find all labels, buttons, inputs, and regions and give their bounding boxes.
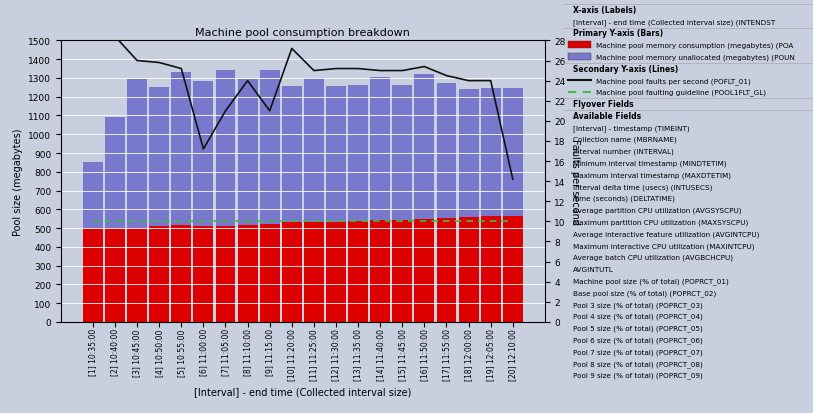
Bar bbox=[415, 220, 434, 322]
Bar bbox=[237, 226, 258, 322]
Text: Available Fields: Available Fields bbox=[573, 112, 641, 121]
Bar bbox=[259, 225, 280, 322]
Text: Pool 5 size (% of total) (POPRCT_05): Pool 5 size (% of total) (POPRCT_05) bbox=[573, 325, 703, 332]
Bar bbox=[282, 223, 302, 322]
Text: Machine pool size (% of total) (POPRCT_01): Machine pool size (% of total) (POPRCT_0… bbox=[573, 278, 729, 285]
Bar bbox=[105, 228, 125, 322]
Text: Time (seconds) (DELTATIME): Time (seconds) (DELTATIME) bbox=[573, 195, 676, 202]
Bar bbox=[127, 80, 147, 228]
Bar bbox=[237, 80, 258, 226]
Bar bbox=[127, 228, 147, 322]
Text: Maximum interactive CPU utilization (MAXINTCPU): Maximum interactive CPU utilization (MAX… bbox=[573, 242, 755, 249]
Bar bbox=[193, 227, 213, 322]
Text: Average partition CPU utilization (AVGSYSCPU): Average partition CPU utilization (AVGSY… bbox=[573, 207, 742, 214]
Text: Base pool size (% of total) (POPRCT_02): Base pool size (% of total) (POPRCT_02) bbox=[573, 290, 716, 296]
Bar bbox=[215, 71, 236, 227]
Text: Machine pool memory unallocated (megabytes) (POUN: Machine pool memory unallocated (megabyt… bbox=[596, 54, 795, 61]
Bar bbox=[304, 79, 324, 222]
Bar bbox=[172, 226, 191, 322]
Text: Pool 8 size (% of total) (POPRCT_08): Pool 8 size (% of total) (POPRCT_08) bbox=[573, 360, 703, 367]
Y-axis label: Pool size (megabytes): Pool size (megabytes) bbox=[13, 128, 23, 235]
Text: Flyover Fields: Flyover Fields bbox=[573, 100, 634, 109]
Bar bbox=[393, 85, 412, 220]
Bar bbox=[215, 227, 236, 322]
Text: [Interval] - timestamp (TIMEINT): [Interval] - timestamp (TIMEINT) bbox=[573, 125, 690, 131]
Text: [Interval] - end time (Collected interval size) (INTENDST: [Interval] - end time (Collected interva… bbox=[573, 19, 776, 26]
Bar bbox=[480, 217, 501, 322]
Text: Interval number (INTERVAL): Interval number (INTERVAL) bbox=[573, 148, 674, 155]
Text: Machine pool memory consumption (megabytes) (POA: Machine pool memory consumption (megabyt… bbox=[596, 43, 793, 49]
Title: Machine pool consumption breakdown: Machine pool consumption breakdown bbox=[195, 28, 411, 38]
Text: Average interactive feature utilization (AVGINTCPU): Average interactive feature utilization … bbox=[573, 231, 760, 237]
Text: AVGINTUTL: AVGINTUTL bbox=[573, 266, 614, 272]
Bar bbox=[568, 42, 591, 49]
Bar bbox=[304, 222, 324, 322]
Bar bbox=[437, 218, 456, 322]
Bar bbox=[348, 221, 368, 322]
Text: Minimum interval timestamp (MINDTETIM): Minimum interval timestamp (MINDTETIM) bbox=[573, 160, 727, 166]
Bar bbox=[326, 222, 346, 322]
Bar bbox=[502, 216, 523, 322]
Text: Pool 6 size (% of total) (POPRCT_06): Pool 6 size (% of total) (POPRCT_06) bbox=[573, 337, 703, 343]
Bar bbox=[105, 118, 125, 228]
Text: Machine pool faults per second (POFLT_01): Machine pool faults per second (POFLT_01… bbox=[596, 78, 750, 84]
Text: Machine pool faulting guideline (POOL1FLT_GL): Machine pool faulting guideline (POOL1FL… bbox=[596, 89, 766, 96]
Text: Maximum interval timestamp (MAXDTETIM): Maximum interval timestamp (MAXDTETIM) bbox=[573, 172, 732, 178]
Bar bbox=[150, 88, 169, 227]
Bar bbox=[459, 90, 479, 217]
Bar bbox=[459, 217, 479, 322]
Text: Primary Y-axis (Bars): Primary Y-axis (Bars) bbox=[573, 29, 663, 38]
Text: Pool 7 size (% of total) (POPRCT_07): Pool 7 size (% of total) (POPRCT_07) bbox=[573, 348, 703, 355]
Bar bbox=[83, 228, 103, 322]
Bar bbox=[415, 75, 434, 220]
Text: Average batch CPU utilization (AVGBCHCPU): Average batch CPU utilization (AVGBCHCPU… bbox=[573, 254, 733, 261]
Bar bbox=[480, 89, 501, 217]
Bar bbox=[150, 227, 169, 322]
Text: Maximum partition CPU utilization (MAXSYSCPU): Maximum partition CPU utilization (MAXSY… bbox=[573, 219, 749, 225]
Bar bbox=[568, 54, 591, 61]
X-axis label: [Interval] - end time (Collected interval size): [Interval] - end time (Collected interva… bbox=[194, 386, 411, 396]
Bar bbox=[437, 83, 456, 218]
Bar bbox=[193, 81, 213, 227]
Bar bbox=[259, 71, 280, 225]
Bar bbox=[172, 73, 191, 226]
Bar bbox=[502, 89, 523, 216]
Bar bbox=[326, 87, 346, 222]
Text: Collection name (MBRNAME): Collection name (MBRNAME) bbox=[573, 137, 677, 143]
Text: Interval delta time (usecs) (INTUSECS): Interval delta time (usecs) (INTUSECS) bbox=[573, 184, 713, 190]
Text: X-axis (Labels): X-axis (Labels) bbox=[573, 6, 637, 15]
Text: Pool 9 size (% of total) (POPRCT_09): Pool 9 size (% of total) (POPRCT_09) bbox=[573, 372, 703, 379]
Text: Pool 3 size (% of total) (POPRCT_03): Pool 3 size (% of total) (POPRCT_03) bbox=[573, 301, 703, 308]
Bar bbox=[370, 78, 390, 220]
Bar bbox=[393, 220, 412, 322]
Text: Secondary Y-axis (Lines): Secondary Y-axis (Lines) bbox=[573, 65, 679, 74]
Bar bbox=[370, 220, 390, 322]
Bar bbox=[348, 85, 368, 221]
Text: Pool 4 size (% of total) (POPRCT_04): Pool 4 size (% of total) (POPRCT_04) bbox=[573, 313, 703, 320]
Bar bbox=[83, 163, 103, 228]
Y-axis label: Faults per second: Faults per second bbox=[570, 139, 580, 225]
Bar bbox=[282, 87, 302, 223]
